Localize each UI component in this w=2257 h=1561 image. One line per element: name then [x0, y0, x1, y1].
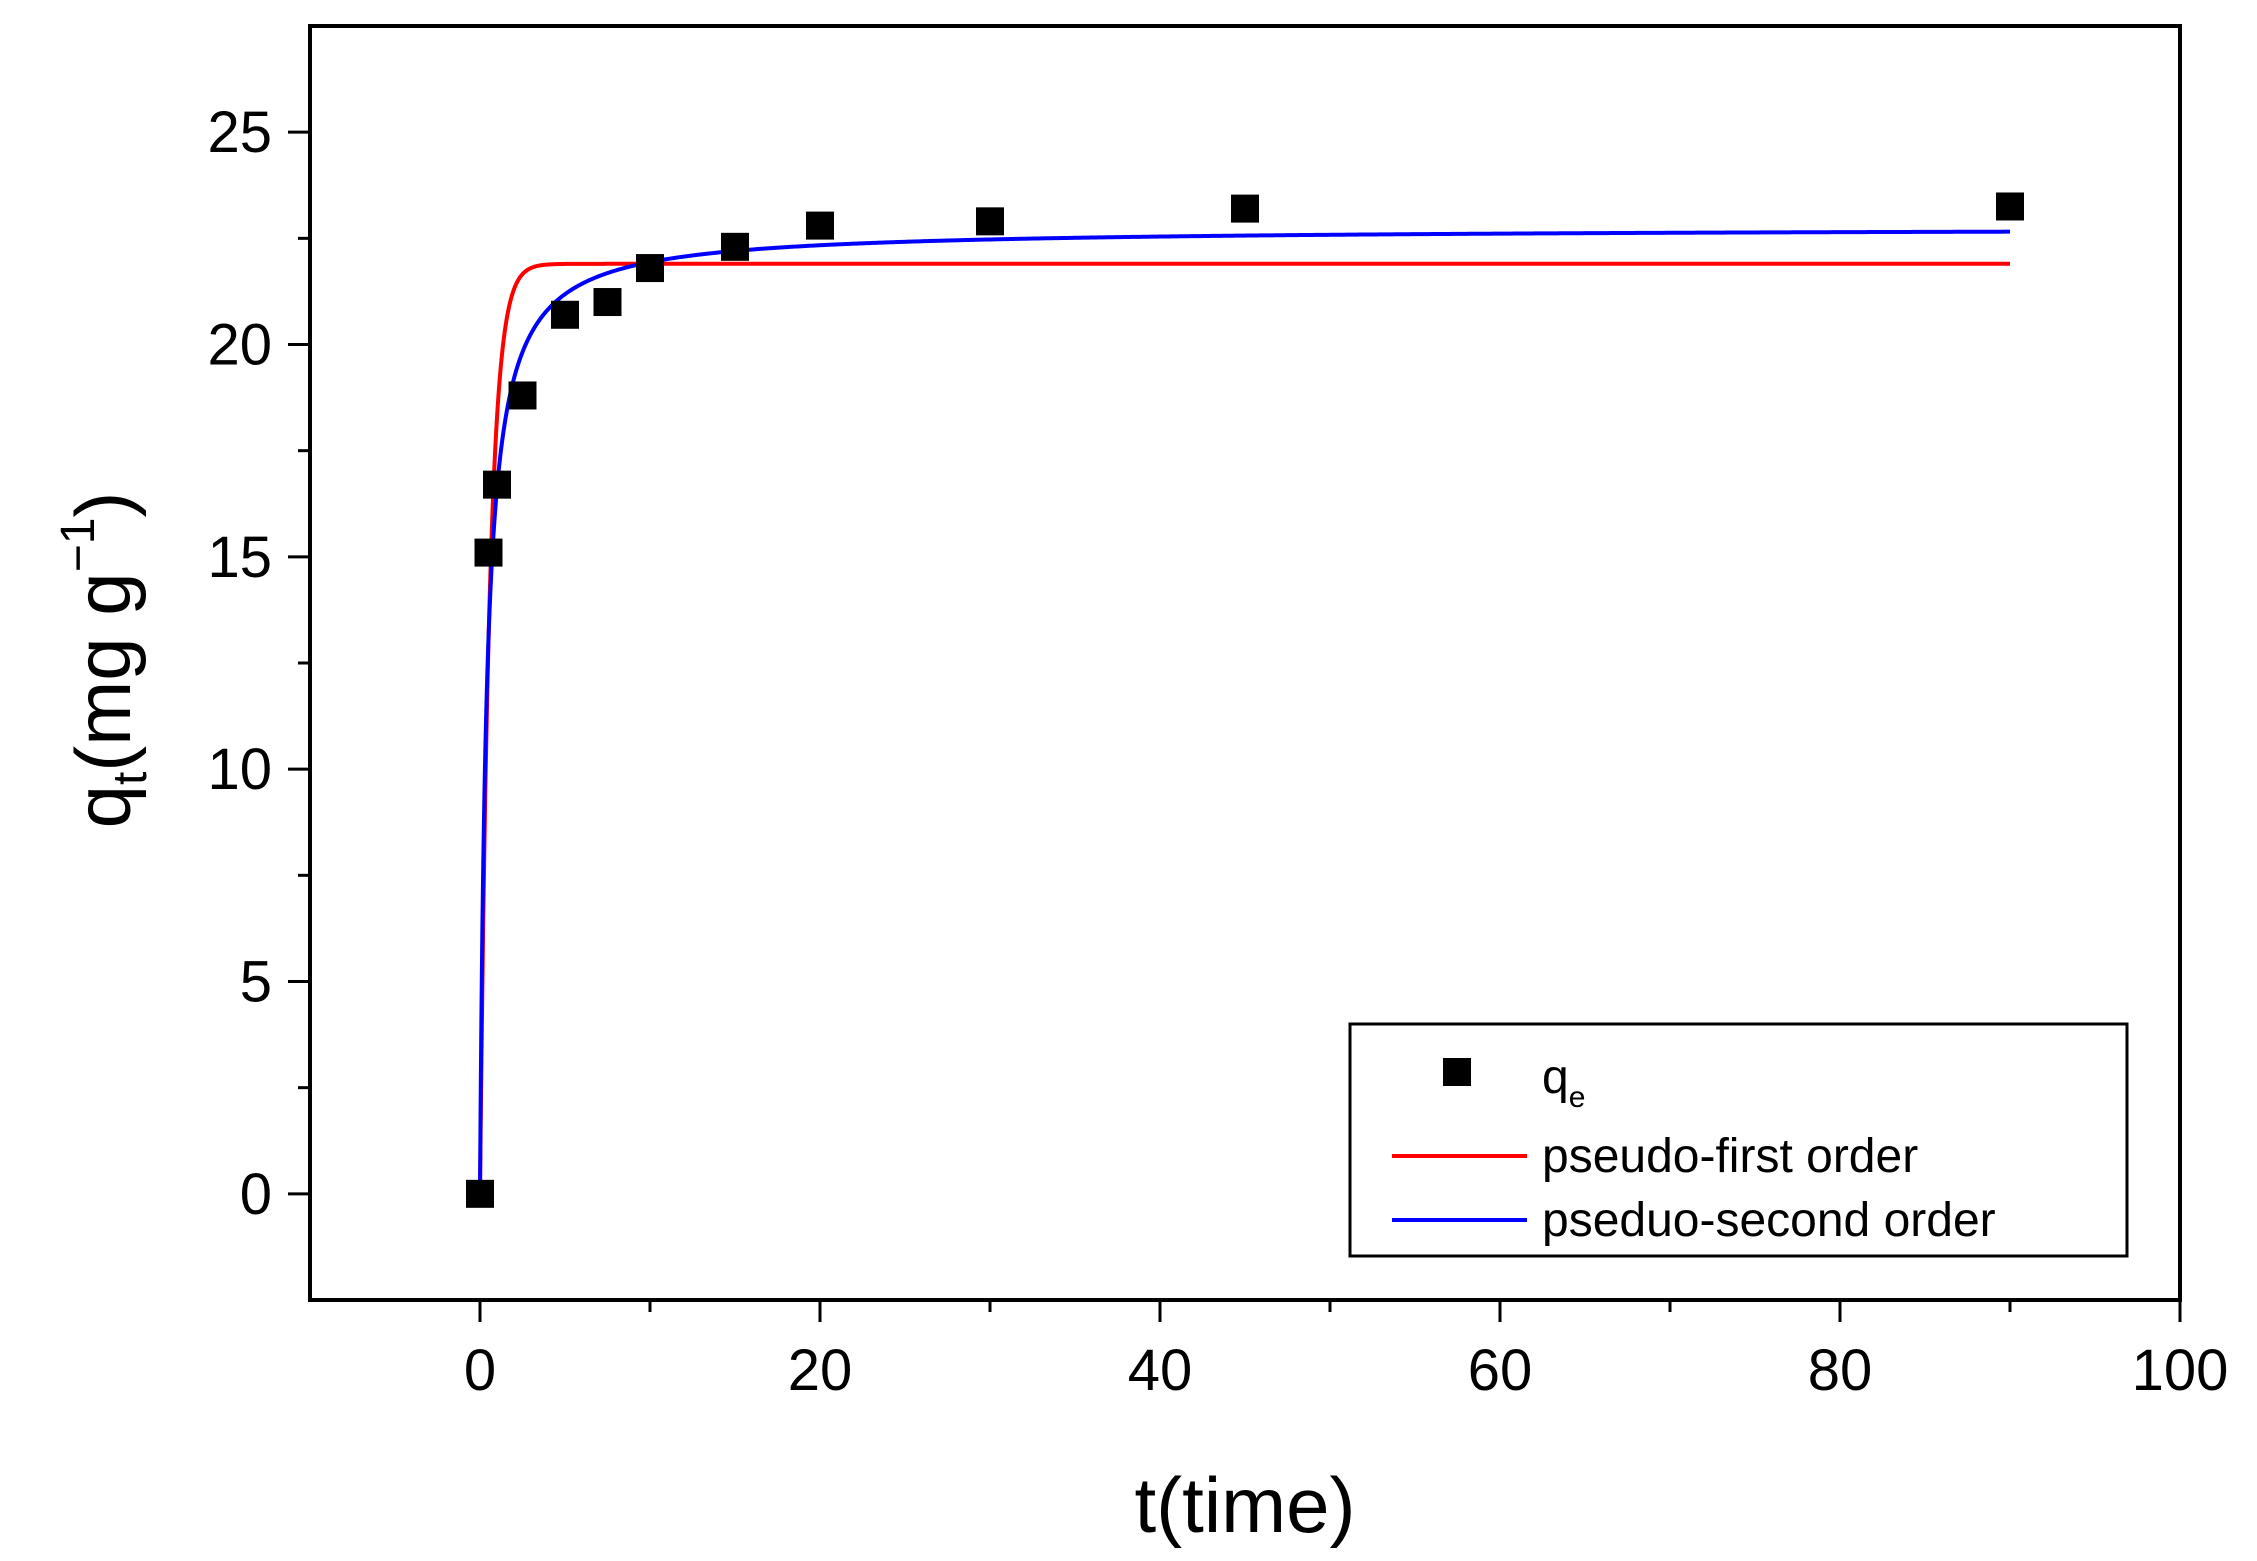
- legend: qe pseudo-first order pseduo-second orde…: [1348, 1022, 2129, 1258]
- data-point: [593, 288, 622, 317]
- data-point: [806, 211, 834, 240]
- data-point: [508, 381, 537, 410]
- legend-label-pseudo-second-order: pseduo-second order: [1542, 1194, 1996, 1247]
- fit-lines: [478, 229, 2011, 1196]
- y-tick-label: 25: [207, 100, 272, 165]
- x-tick-label: 80: [1808, 1338, 1873, 1403]
- data-point: [474, 538, 503, 567]
- x-tick-label: 20: [788, 1338, 853, 1403]
- data-point: [466, 1179, 494, 1208]
- y-axis-ticks: 0 5 10 15 20 25: [207, 100, 310, 1227]
- y-tick-label: 15: [207, 525, 272, 590]
- data-point: [721, 232, 749, 261]
- y-tick-label: 5: [240, 950, 272, 1015]
- legend-label-qe: qe: [1542, 1051, 1585, 1114]
- x-axis-label: t(time): [1135, 1461, 1356, 1549]
- data-points: [466, 192, 2024, 1208]
- x-tick-label: 100: [2132, 1338, 2229, 1403]
- x-tick-label: 60: [1468, 1338, 1533, 1403]
- data-point: [1231, 194, 1259, 223]
- legend-marker-qe: [1443, 1058, 1471, 1086]
- x-tick-label: 40: [1128, 1338, 1193, 1403]
- y-tick-label: 20: [207, 313, 272, 378]
- y-axis-label: qt(mg g−1): [52, 492, 157, 829]
- y-axis-label-text: (mg g: [59, 572, 147, 771]
- legend-box: [1348, 1022, 2129, 1258]
- data-point: [483, 470, 511, 499]
- x-tick-label: 0: [464, 1338, 496, 1403]
- y-axis-label-close: ): [59, 492, 147, 518]
- y-axis-label-sub: t: [104, 772, 157, 785]
- y-axis-label-sup: −1: [52, 518, 105, 573]
- data-point: [976, 207, 1004, 236]
- data-point: [551, 300, 579, 329]
- y-tick-label: 0: [240, 1162, 272, 1227]
- series-line-pseudo-second-order: [478, 229, 2011, 1196]
- y-axis-label-base: q: [59, 785, 147, 828]
- series-line-pseudo-first-order: [478, 261, 2010, 1196]
- y-tick-label: 10: [207, 737, 272, 802]
- data-point: [636, 254, 664, 283]
- legend-label-pseudo-first-order: pseudo-first order: [1542, 1130, 1918, 1183]
- data-point: [1996, 192, 2024, 221]
- x-axis-ticks: 0 20 40 60 80 100: [464, 1300, 2229, 1403]
